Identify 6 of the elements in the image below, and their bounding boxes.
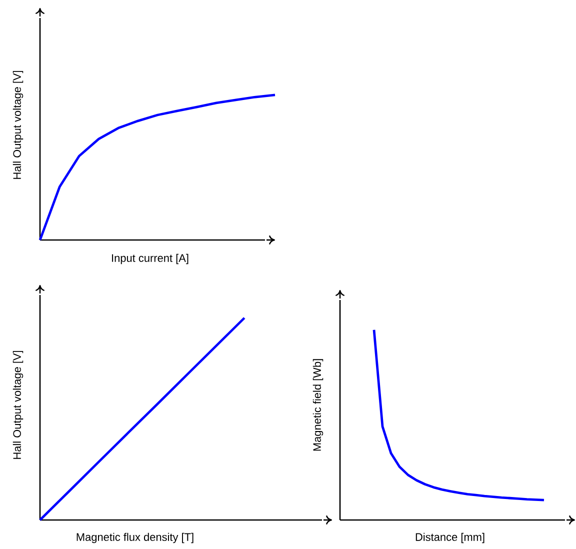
y-axis-title: Magnetic field [Wb] — [312, 359, 324, 451]
y-axis-title: Hall Output voltage [V] — [12, 70, 24, 179]
y-axis-title: Hall Output voltage [V] — [12, 350, 24, 459]
x-axis-title: Magnetic flux density [T] — [76, 532, 194, 544]
x-axis-title: Distance [mm] — [416, 532, 484, 544]
x-axis-title: Input current [A] — [112, 254, 188, 264]
